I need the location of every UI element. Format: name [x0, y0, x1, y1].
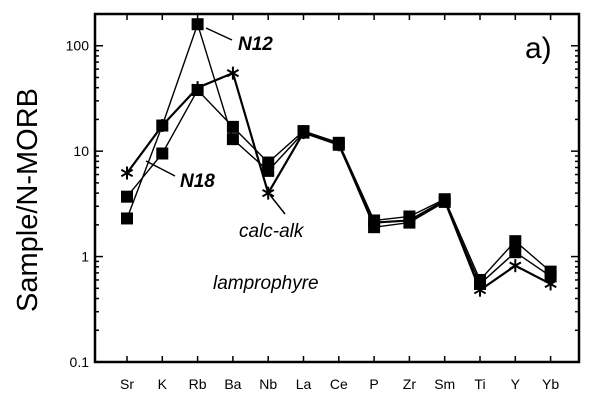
y-tick-label: 0.1 [70, 354, 90, 370]
asterisk-stroke [262, 188, 275, 198]
leader-n12 [205, 27, 233, 41]
x-tick-label-p: P [369, 376, 378, 392]
point-n18 [156, 147, 169, 160]
point-calc-alk-lamprophyre [438, 194, 451, 208]
point-n18 [509, 235, 522, 248]
point-calc-alk-lamprophyre [262, 186, 275, 200]
leader-n18 [145, 160, 176, 177]
x-tick-label-yb: Yb [542, 376, 559, 392]
asterisk-stroke [509, 261, 522, 270]
asterisk-stroke [332, 140, 345, 149]
annotation-calc-alk: calc-alk [239, 221, 305, 242]
point-n12 [509, 246, 522, 259]
point-calc-alk-lamprophyre [509, 259, 522, 273]
series-lines [126, 21, 552, 292]
asterisk-stroke [438, 196, 451, 205]
asterisk-stroke [367, 218, 381, 227]
asterisk-stroke [403, 216, 416, 225]
asterisk-stroke [473, 286, 487, 295]
x-tick-label-y: Y [511, 376, 521, 392]
annotation-lamprophyre: lamprophyre [213, 273, 319, 294]
point-n12 [121, 212, 133, 225]
asterisk-stroke [156, 121, 169, 130]
x-tick-label-la: La [296, 376, 312, 392]
point-n18 [262, 156, 275, 169]
series-line-n12 [126, 21, 551, 286]
point-n18 [121, 190, 133, 203]
x-tick-label-zr: Zr [403, 376, 417, 392]
point-n12 [226, 133, 239, 146]
asterisk-stroke [297, 128, 310, 137]
x-tick-label-ba: Ba [224, 376, 241, 392]
point-calc-alk-lamprophyre [473, 283, 487, 297]
x-tick-label-ce: Ce [330, 376, 348, 392]
x-tick-label-sr: Sr [120, 376, 134, 392]
point-calc-alk-lamprophyre [544, 277, 557, 291]
series-markers [120, 18, 557, 297]
x-tick-label-rb: Rb [189, 376, 207, 392]
point-calc-alk-lamprophyre [191, 81, 204, 95]
point-calc-alk-lamprophyre [226, 66, 240, 80]
x-tick-label-sm: Sm [434, 376, 455, 392]
asterisk-stroke [120, 168, 134, 178]
y-tick-label: 10 [73, 143, 89, 159]
point-calc-alk-lamprophyre [367, 216, 381, 230]
x-tick-label-k: K [158, 376, 168, 392]
point-calc-alk-lamprophyre [332, 138, 345, 152]
axis-ticks [95, 13, 579, 363]
annotation-n12: N12 [238, 34, 273, 55]
point-n18 [474, 273, 486, 286]
point-calc-alk-lamprophyre [403, 213, 416, 227]
point-calc-alk-lamprophyre [297, 126, 310, 140]
point-n18 [544, 265, 557, 278]
y-tick-label: 100 [66, 38, 90, 54]
asterisk-stroke [226, 68, 240, 78]
point-n12 [191, 18, 204, 31]
x-tick-label-nb: Nb [259, 376, 277, 392]
point-calc-alk-lamprophyre [156, 119, 169, 133]
point-calc-alk-lamprophyre [120, 166, 134, 180]
y-tick-label: 1 [81, 249, 89, 265]
annotation-n18: N18 [180, 171, 215, 192]
asterisk-stroke [191, 83, 204, 92]
panel-label: a) [525, 32, 552, 65]
tick-labels: 0.1 1 10 100 Sr K Rb Ba Nb La Ce P Zr Sm Ti Y Yb [66, 38, 560, 392]
point-n18 [226, 120, 239, 133]
asterisk-stroke [544, 279, 557, 289]
x-tick-label-ti: Ti [474, 376, 485, 392]
plot-frame [93, 12, 581, 364]
leader-lamprophyre [269, 194, 286, 215]
y-axis-label: Sample/N-MORB [12, 88, 44, 312]
